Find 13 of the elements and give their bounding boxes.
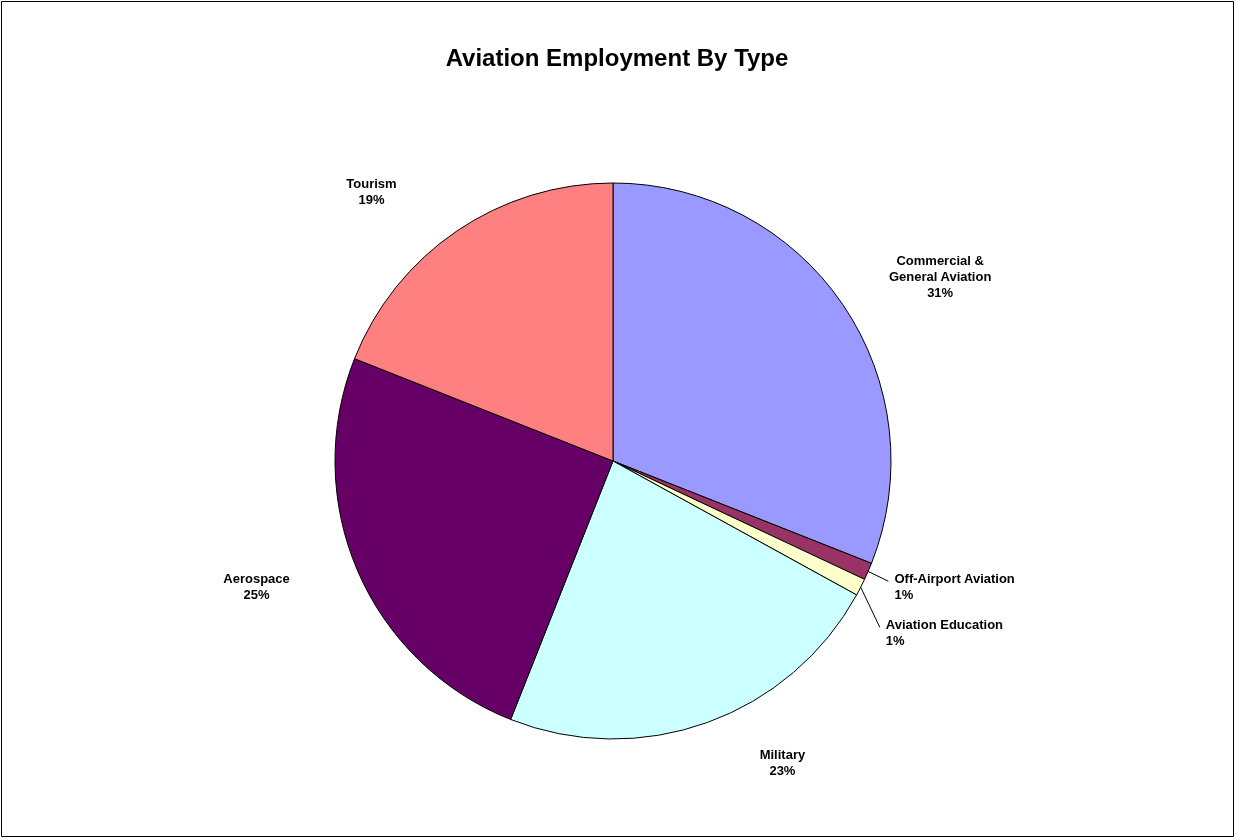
data-label: 31% bbox=[927, 285, 954, 301]
slice-label: Off-Airport Aviation bbox=[894, 571, 1015, 587]
data-label: 1% bbox=[885, 633, 906, 649]
chart-title: Aviation Employment By Type bbox=[445, 44, 789, 71]
slice-label: Commercial & General Aviation bbox=[888, 253, 992, 285]
data-label: 1% bbox=[894, 587, 914, 603]
slice-label: Tourism bbox=[346, 175, 397, 191]
data-label: 25% bbox=[243, 587, 271, 603]
slice-label: Aviation Education bbox=[885, 617, 1004, 633]
slice-label: Aerospace bbox=[223, 571, 290, 587]
slice-label: Military bbox=[759, 746, 806, 762]
data-label: 23% bbox=[769, 762, 796, 778]
data-label: 19% bbox=[358, 191, 385, 207]
